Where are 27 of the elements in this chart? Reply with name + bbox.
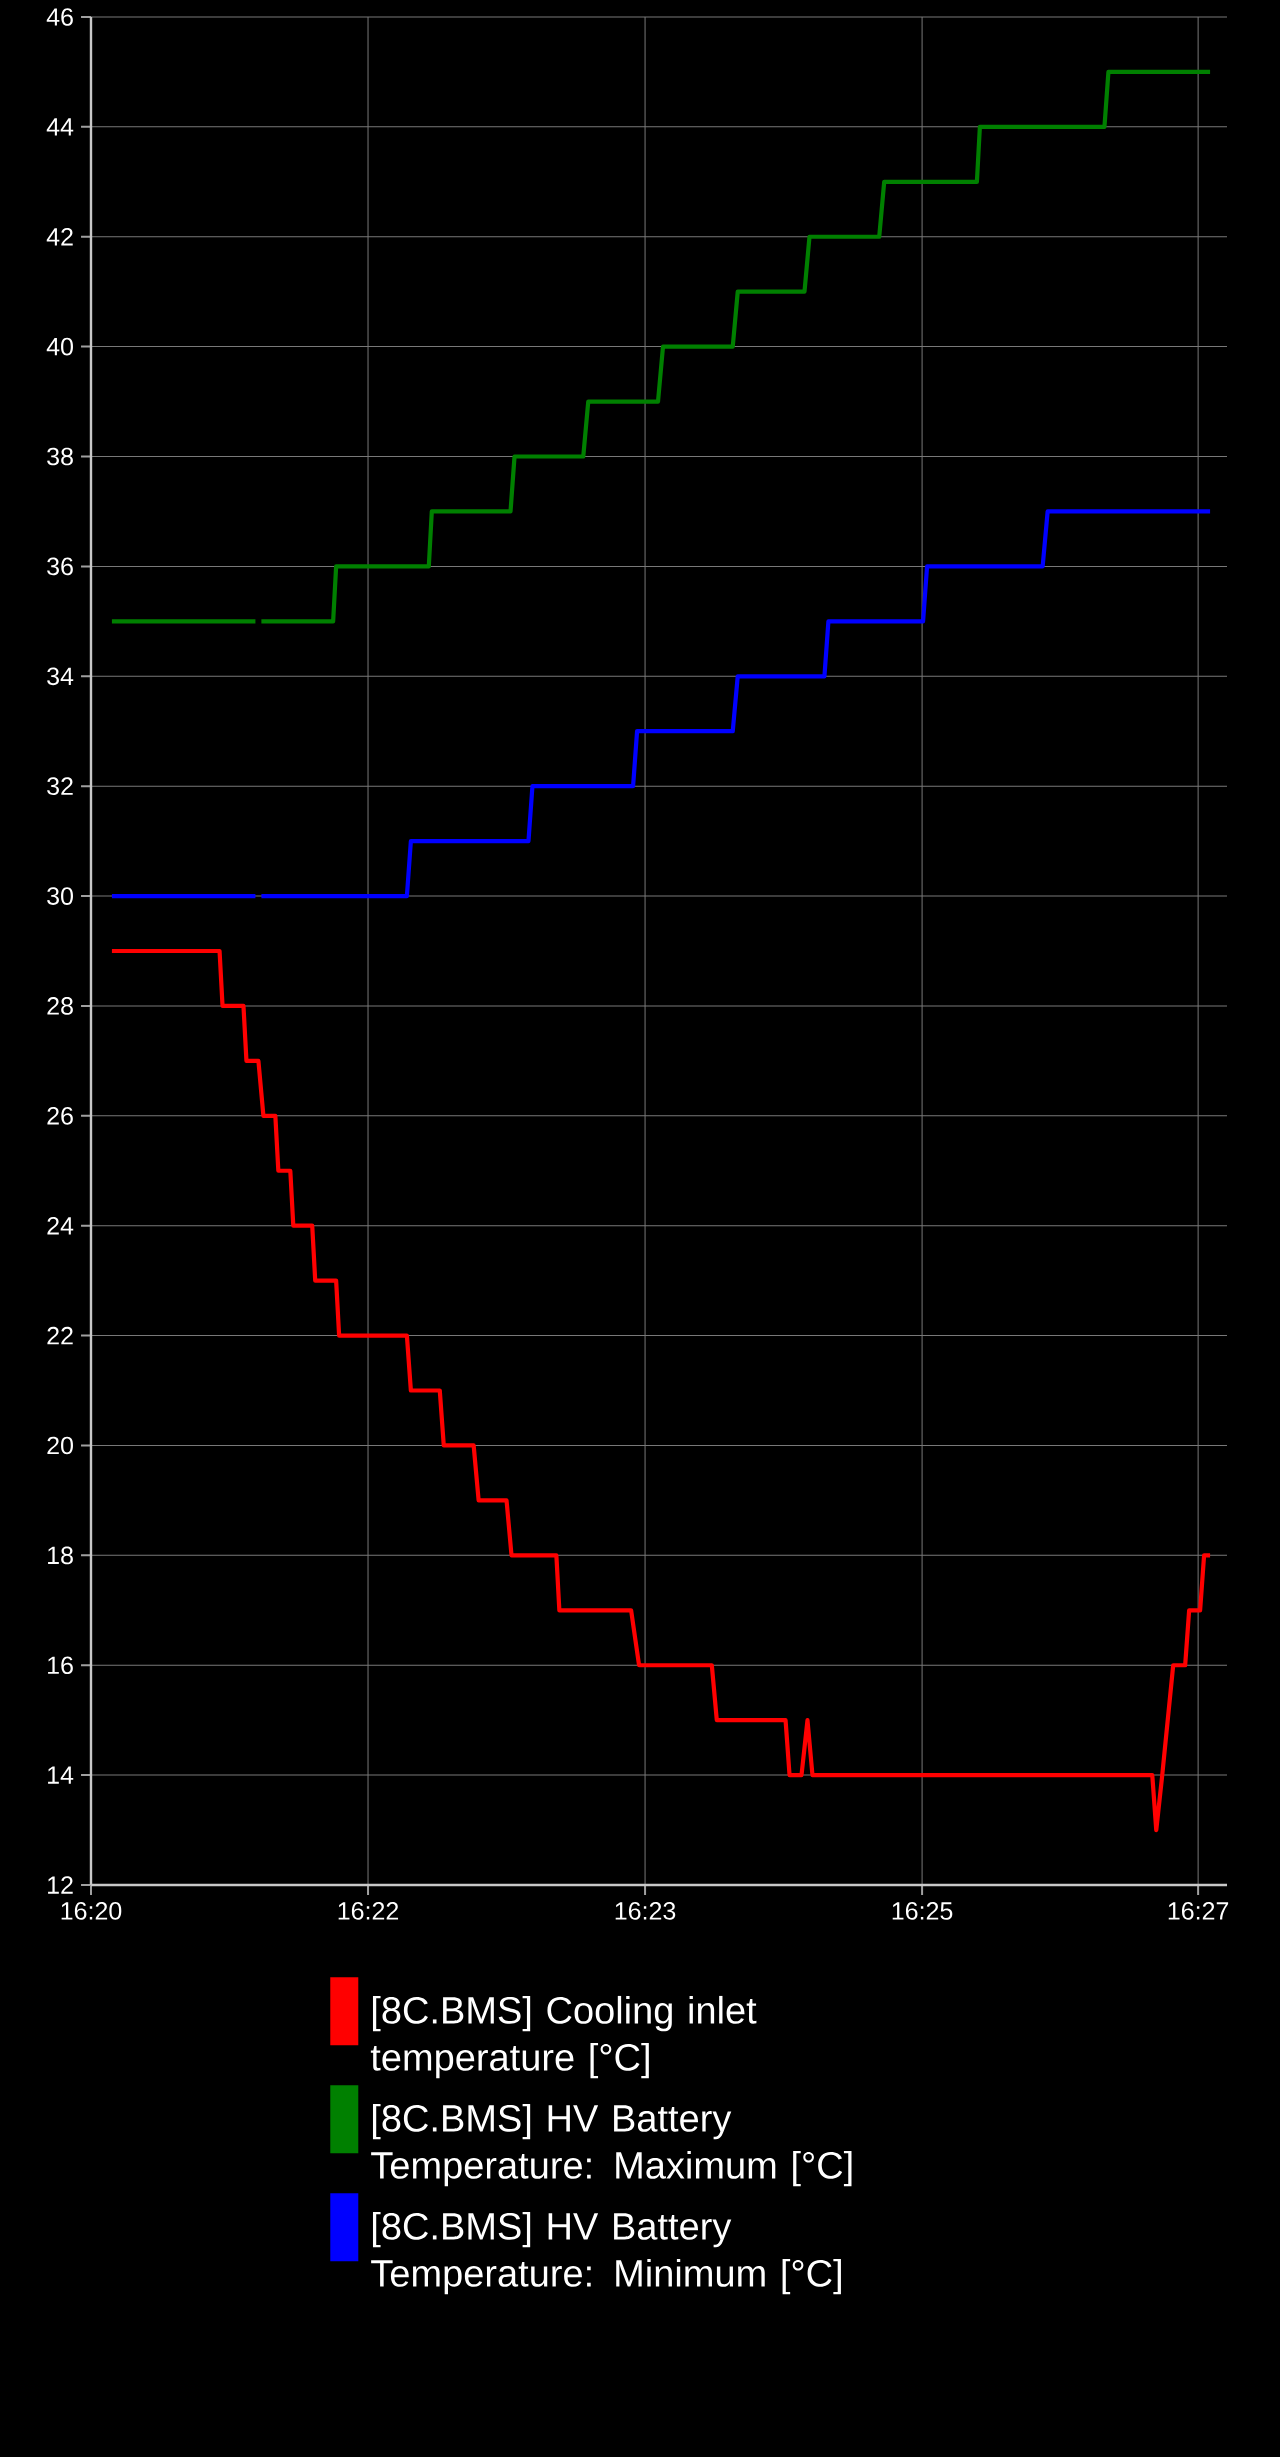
y-tick-label: 32 [47,777,73,796]
y-tick-label: 18 [48,1546,73,1565]
x-tick-label: 16:23 [615,1902,676,1920]
y-tick-label: 34 [47,667,74,686]
x-tick-label: 16:22 [338,1902,399,1920]
legend-label: [8C.BMS] HV Battery Temperature: Minimum [°C] [371,2211,841,2295]
y-tick-label: 42 [46,228,73,246]
y-tick-label: 44 [46,118,74,136]
y-tick-label: 46 [46,8,73,26]
legend-label: [8C.BMS] Cooling inlet temperature [°C] [370,1995,757,2079]
y-tick-label: 38 [47,447,73,466]
y-tick-label: 22 [47,1326,73,1345]
y-tick-label: 24 [47,1216,74,1235]
x-tick-label: 16:20 [61,1902,122,1920]
y-tick-label: 12 [48,1876,73,1894]
y-tick-label: 26 [47,1106,73,1125]
y-tick-label: 40 [46,337,73,356]
y-tick-label: 20 [47,1436,73,1455]
y-tick-label: 36 [47,557,73,576]
line-series [109,948,1213,1833]
x-tick-label: 16:27 [1168,1902,1229,1920]
legend-label: [8C.BMS] HV Battery Temperature: Maximum [°C] [371,2103,852,2187]
y-tick-label: 28 [47,997,73,1015]
y-tick-label: 14 [48,1766,74,1784]
y-tick-label: 16 [48,1656,73,1675]
x-tick-label: 16:25 [892,1902,953,1920]
y-tick-label: 30 [47,887,73,905]
